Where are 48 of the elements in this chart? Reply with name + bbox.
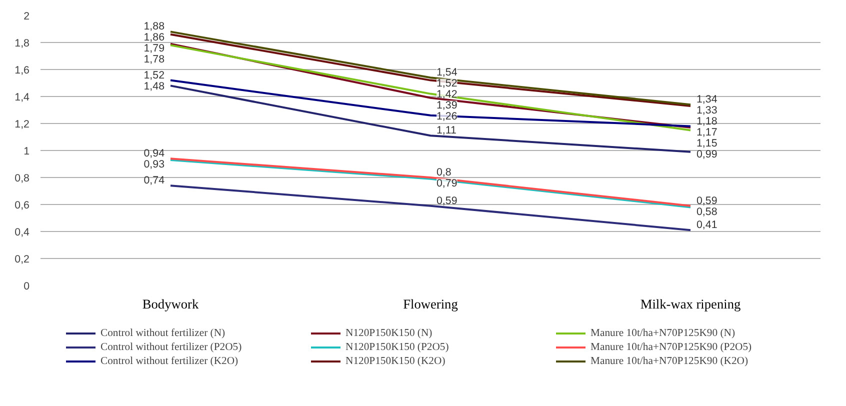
data-label: 0,58: [696, 206, 718, 218]
y-tick-label: 0,2: [14, 254, 30, 266]
data-label: 0,94: [144, 148, 165, 160]
y-tick-label: 2: [24, 10, 30, 22]
data-label: 0,79: [436, 178, 458, 190]
legend-label: Control without fertilizer (P2O5): [100, 340, 243, 354]
data-label: 1,17: [696, 126, 718, 139]
legend-label: Manure 10t/ha+N70P125K90 (P2O5): [590, 340, 753, 354]
data-label: 1,86: [144, 32, 165, 44]
y-tick-label: 0: [24, 280, 30, 292]
y-tick-label: 0,4: [14, 226, 30, 238]
data-label: 0,74: [144, 174, 165, 187]
data-label: 1,39: [436, 100, 458, 112]
y-tick-label: 0,6: [14, 200, 30, 212]
legend-label: Manure 10t/ha+N70P125K90 (K2O): [590, 354, 750, 368]
y-tick-label: 0,8: [14, 172, 30, 184]
data-label: 0,59: [696, 194, 718, 207]
data-label: 1,48: [144, 80, 165, 92]
legend-label: Manure 10t/ha+N70P125K90 (N): [590, 326, 736, 340]
data-label: 0,99: [696, 148, 718, 161]
data-label: 1,33: [696, 104, 718, 117]
data-label: 1,52: [144, 69, 165, 82]
data-label: 1,11: [436, 124, 457, 137]
data-label: 0,8: [436, 166, 452, 178]
data-label: 0,93: [144, 158, 165, 171]
data-label: 1,18: [696, 116, 718, 128]
data-label: 1,79: [144, 42, 165, 55]
legend-label: N120P150K150 (P2O5): [346, 340, 450, 354]
legend-label: N120P150K150 (K2O): [346, 354, 446, 368]
data-label: 1,15: [696, 138, 718, 150]
y-tick-label: 1: [24, 146, 30, 158]
legend-label: Control without fertilizer (N): [100, 326, 226, 340]
y-tick-label: 1,8: [14, 38, 30, 50]
data-label: 0,59: [436, 194, 458, 207]
y-tick-label: 1,6: [14, 64, 30, 76]
data-label: 1,88: [144, 20, 165, 33]
x-tick-label: Milk-wax ripening: [640, 296, 741, 312]
data-label: 1,52: [436, 78, 458, 90]
y-tick-label: 1,4: [14, 92, 30, 104]
x-tick-label: Flowering: [403, 296, 458, 312]
legend-label: N120P150K150 (N): [346, 326, 434, 340]
data-label: 1,54: [436, 66, 458, 79]
y-tick-label: 1,2: [14, 118, 30, 130]
data-label: 1,78: [144, 54, 165, 66]
data-label: 0,41: [696, 219, 718, 232]
data-label: 1,34: [696, 94, 718, 106]
legend-label: Control without fertilizer (K2O): [100, 354, 240, 368]
x-tick-label: Bodywork: [142, 296, 199, 312]
